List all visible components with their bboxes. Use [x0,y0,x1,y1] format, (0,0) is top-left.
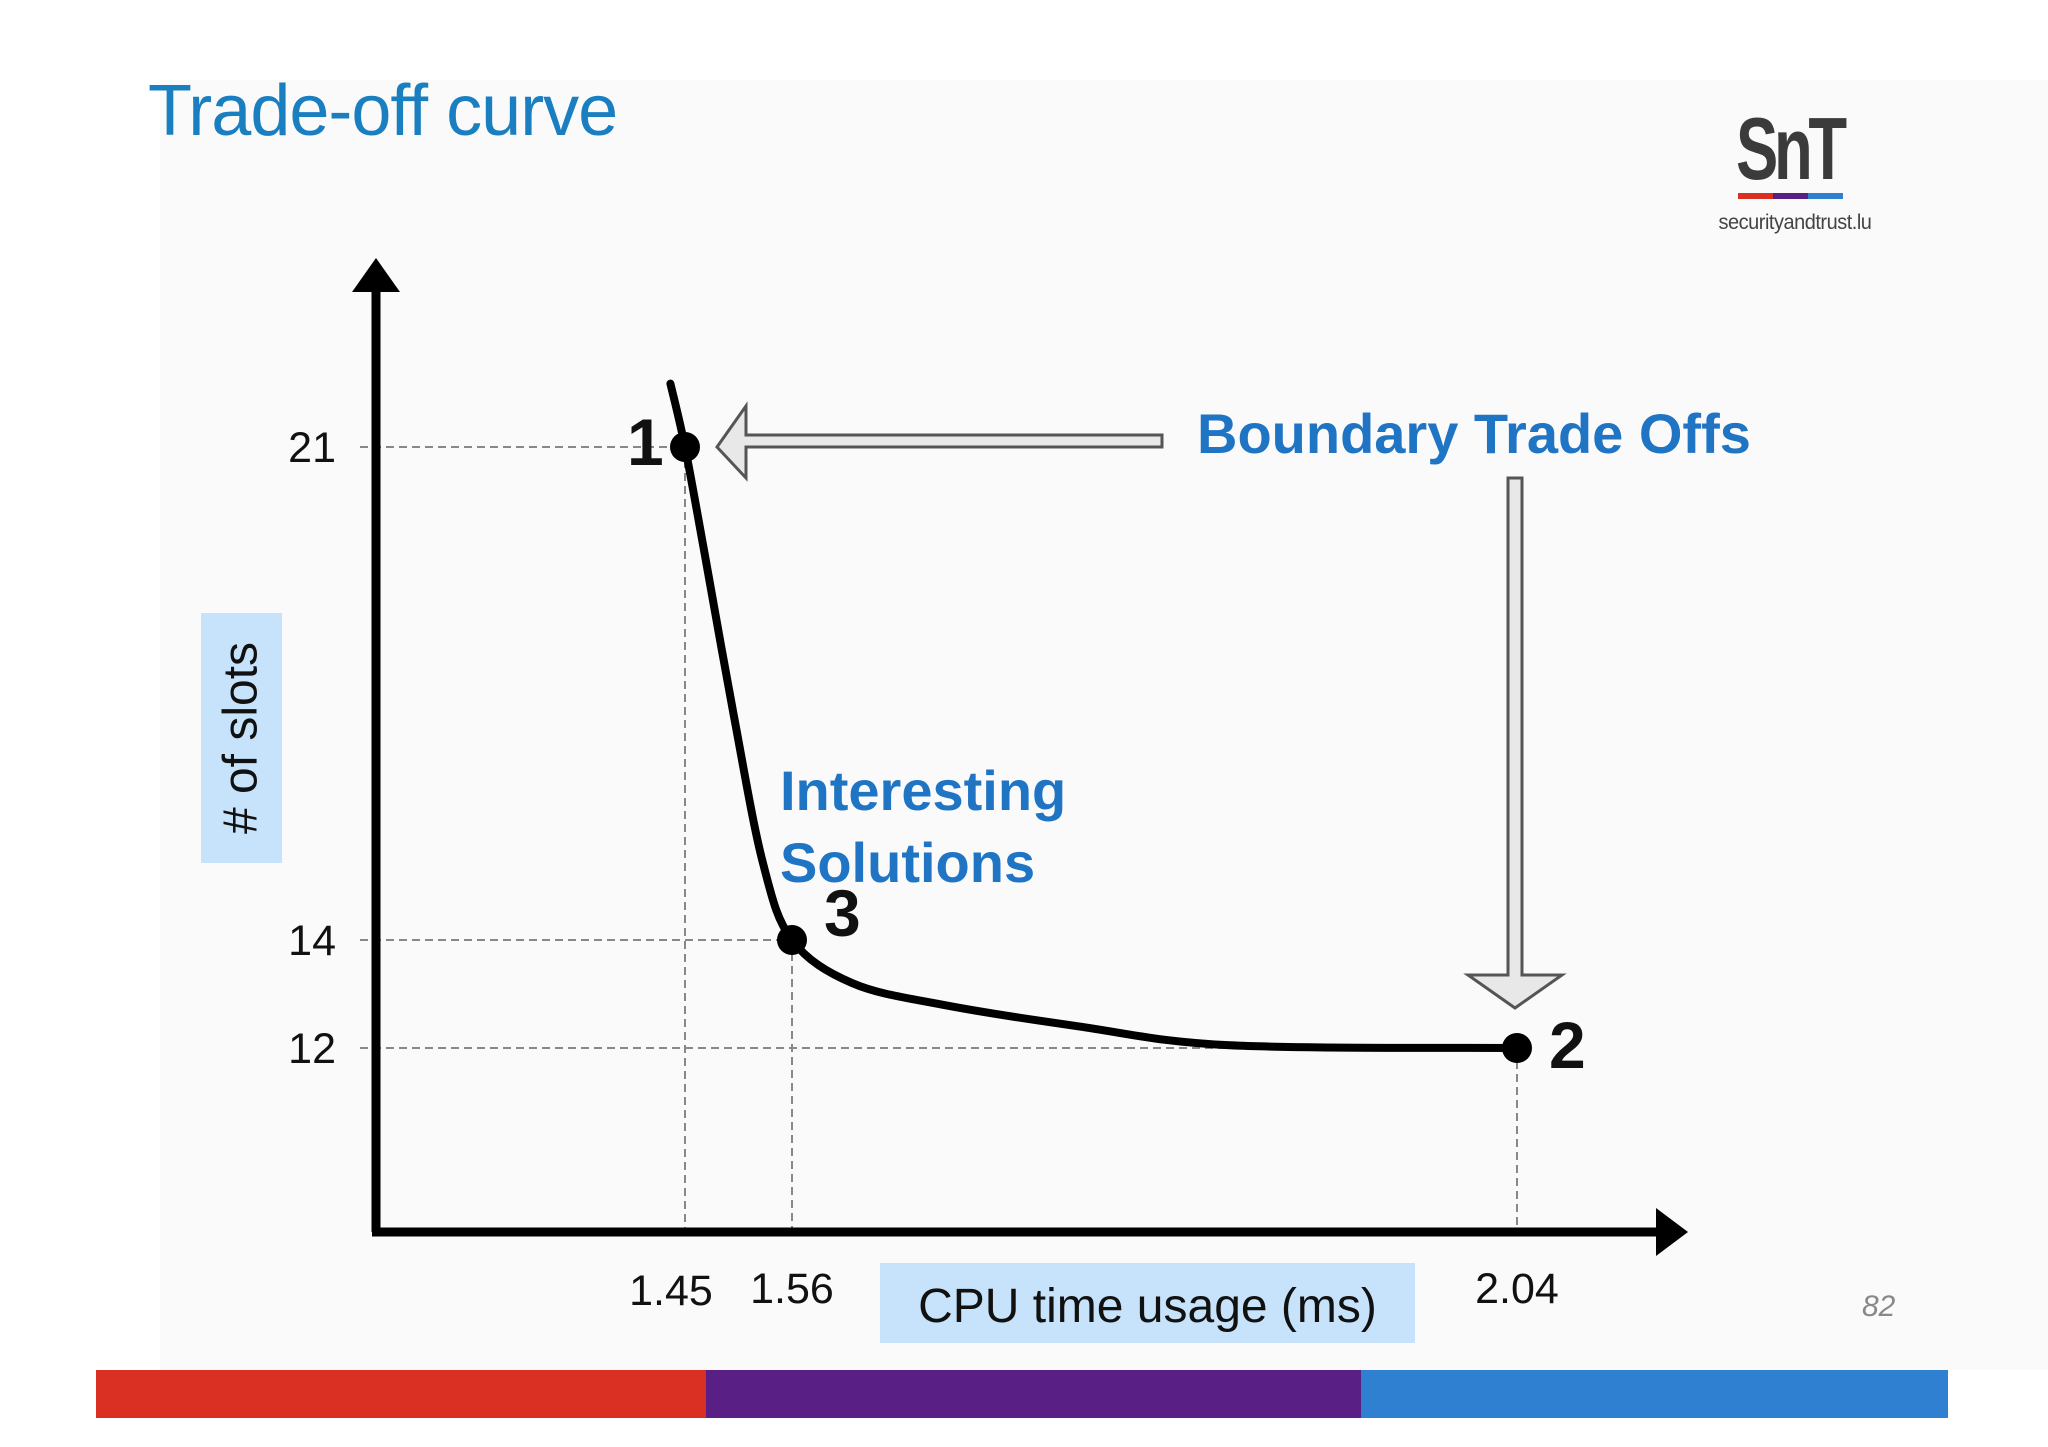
point-label-3: 3 [824,876,861,950]
y-tick-label: 14 [288,917,336,965]
point-marker-2 [1502,1033,1532,1063]
slide-background [160,80,2048,1370]
y-axis-label-box [201,613,282,863]
point-marker-3 [777,925,807,955]
point-label-2: 2 [1549,1008,1586,1082]
annotation-interesting-line1: Interesting [780,759,1066,822]
y-axis-arrowhead [352,258,400,292]
annotation-boundary-trade-offs: Boundary Trade Offs [1197,402,1751,465]
x-axis-label: CPU time usage (ms) [918,1280,1377,1333]
arrow-to-point-2 [1463,476,1567,1010]
y-tick-label: 21 [288,424,336,472]
x-tick-label: 2.04 [1475,1265,1559,1313]
x-axis-arrowhead [1656,1208,1688,1256]
x-tick-label: 1.45 [629,1267,713,1315]
point-marker-1 [670,432,700,462]
slide-title: Trade-off curve [148,71,618,151]
y-tick-label: 12 [288,1025,336,1073]
point-label-1: 1 [627,405,664,479]
x-tick-label: 1.56 [750,1265,834,1313]
footer-color-bar [96,1370,1948,1418]
logo-url: securityandtrust.lu [1718,211,1872,234]
annotation-interesting-line2: Solutions [780,831,1035,894]
logo-color-bar [1738,193,1843,199]
snt-logo: SnT securityandtrust.lu [1700,105,1890,245]
x-axis-label-box [880,1263,1415,1343]
arrow-to-point-1 [715,401,1164,482]
page-number: 82 [1862,1290,1896,1323]
